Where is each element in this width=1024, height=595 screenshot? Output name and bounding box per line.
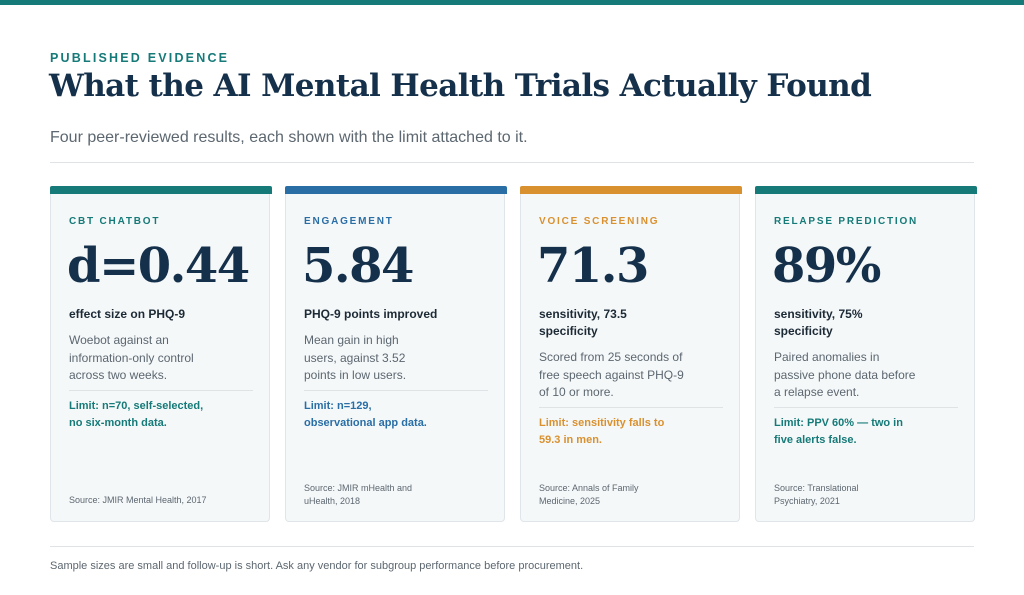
eyebrow-label: PUBLISHED EVIDENCE (50, 51, 230, 65)
card-metric: sensitivity, 73.5 specificity (539, 307, 627, 338)
card-accent-bar (285, 186, 507, 194)
card-source: Source: JMIR mHealth and uHealth, 2018 (304, 483, 413, 506)
card-limit: Limit: n=70, self-selected, no six-month… (69, 400, 204, 429)
card-divider (304, 390, 488, 391)
card-source: Source: JMIR Mental Health, 2017 (69, 495, 207, 505)
card-source: Source: Annals of Family Medicine, 2025 (539, 483, 639, 506)
card-source: Source: Translational Psychiatry, 2021 (774, 483, 859, 506)
card-divider (539, 407, 723, 408)
card-divider (774, 407, 958, 408)
card-category: CBT CHATBOT (69, 216, 161, 227)
footer-divider (50, 546, 974, 547)
card-headline-value: 5.84 (302, 238, 414, 294)
card-accent-bar (755, 186, 977, 194)
card-accent-bar (50, 186, 272, 194)
card-description: Scored from 25 seconds of free speech ag… (539, 350, 684, 399)
card-headline-value: 71.3 (537, 238, 649, 294)
card-description: Woebot against an information-only contr… (69, 333, 194, 382)
card-category: VOICE SCREENING (539, 216, 660, 227)
header-divider (50, 162, 974, 163)
evidence-card-engagement: ENGAGEMENT 5.84 PHQ-9 points improved Me… (285, 186, 507, 522)
card-divider (69, 390, 253, 391)
evidence-card-relapse-prediction: RELAPSE PREDICTION 89% sensitivity, 75% … (755, 186, 977, 522)
card-metric: PHQ-9 points improved (304, 307, 438, 321)
card-category: RELAPSE PREDICTION (774, 216, 919, 227)
card-limit: Limit: PPV 60% — two in five alerts fals… (774, 417, 903, 446)
card-metric: effect size on PHQ-9 (69, 307, 186, 321)
card-description: Paired anomalies in passive phone data b… (774, 350, 916, 399)
card-limit: Limit: n=129, observational app data. (304, 400, 427, 429)
footnote: Sample sizes are small and follow-up is … (50, 560, 584, 572)
evidence-card-voice-screening: VOICE SCREENING 71.3 sensitivity, 73.5 s… (520, 186, 742, 522)
page-title: What the AI Mental Health Trials Actuall… (49, 68, 872, 104)
card-category: ENGAGEMENT (304, 216, 394, 227)
card-headline-value: d=0.44 (67, 238, 250, 294)
page-subtitle: Four peer-reviewed results, each shown w… (50, 129, 528, 146)
card-headline-value: 89% (772, 238, 881, 294)
card-limit: Limit: sensitivity falls to 59.3 in men. (539, 417, 665, 446)
card-description: Mean gain in high users, against 3.52 po… (304, 333, 407, 382)
card-metric: sensitivity, 75% specificity (774, 307, 863, 338)
card-accent-bar (520, 186, 742, 194)
evidence-card-cbt-chatbot: CBT CHATBOT d=0.44 effect size on PHQ-9 … (50, 186, 272, 522)
top-accent-bar (0, 0, 1024, 5)
